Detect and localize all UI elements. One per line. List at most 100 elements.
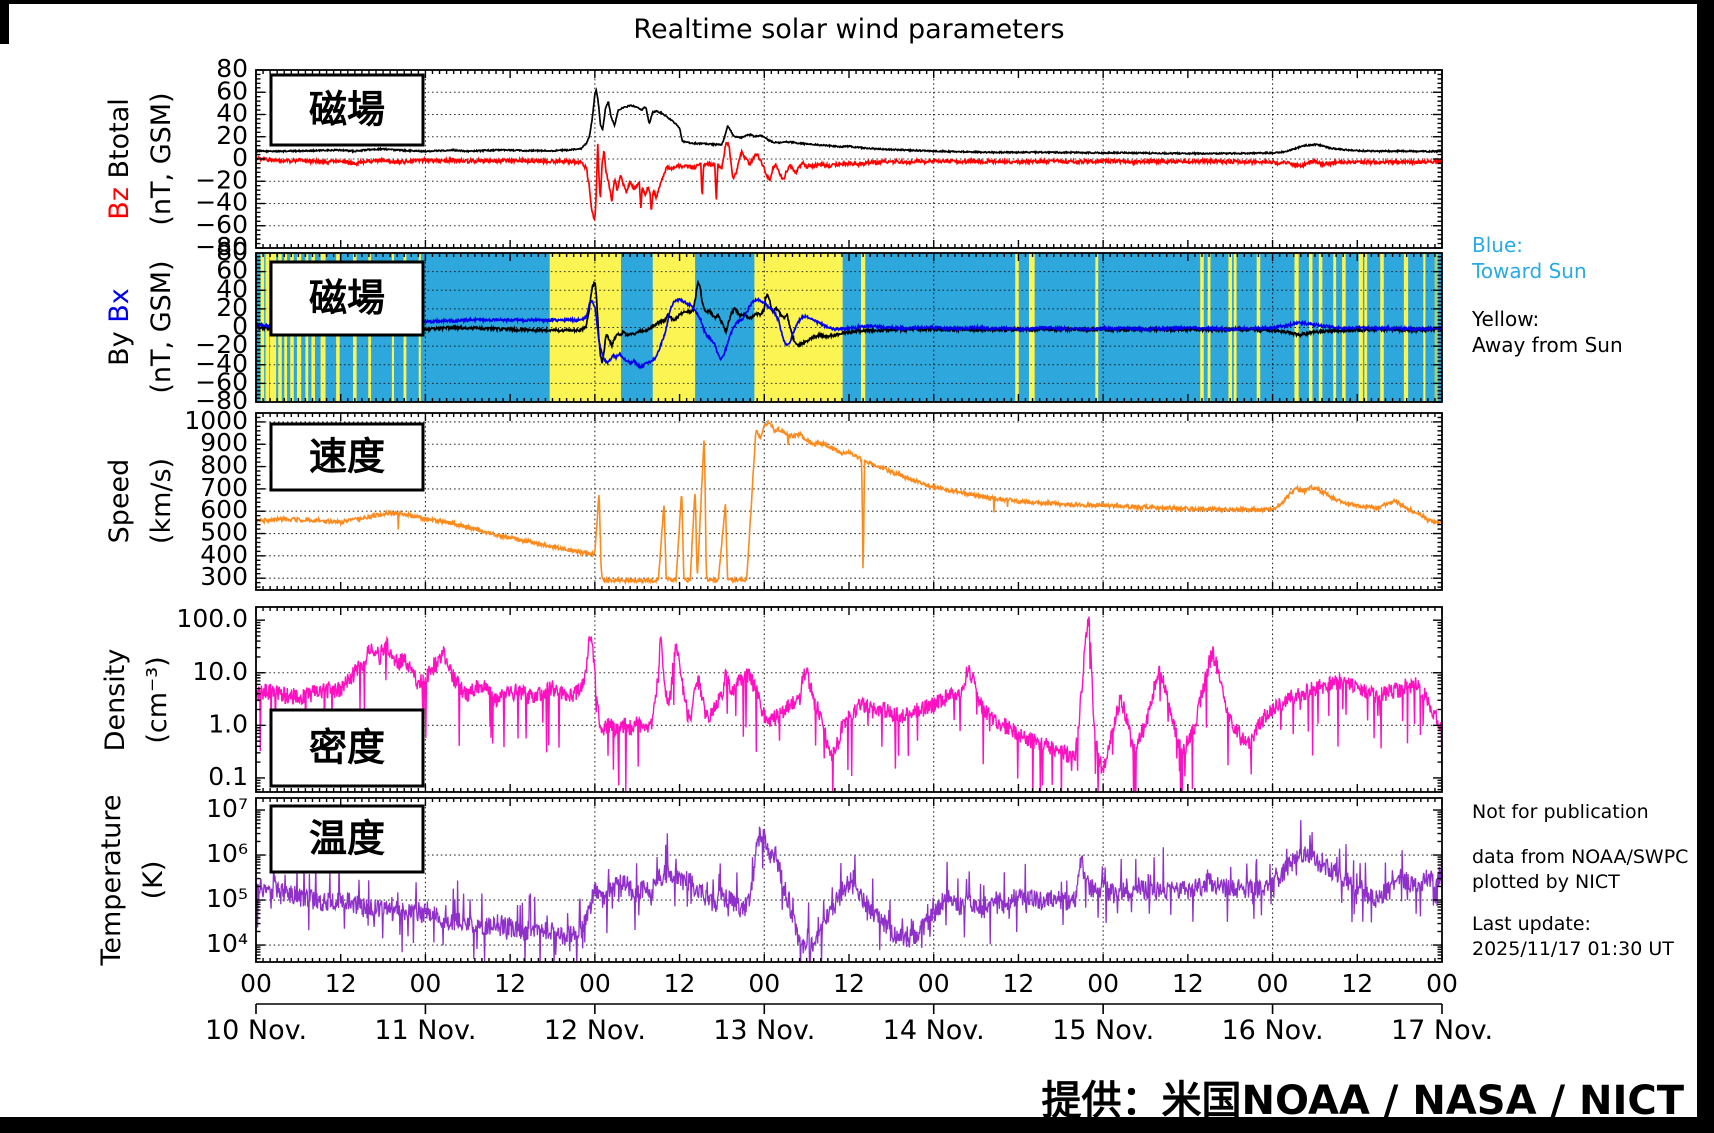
note-source-line2: plotted by NICT bbox=[1472, 871, 1620, 893]
svg-text:12 Nov.: 12 Nov. bbox=[544, 1015, 646, 1046]
svg-text:60: 60 bbox=[216, 256, 248, 285]
svg-text:12: 12 bbox=[833, 969, 865, 998]
axis-label-density: Density bbox=[100, 649, 131, 752]
legend-blue: Blue: Toward Sun bbox=[1472, 232, 1587, 284]
svg-text:400: 400 bbox=[200, 540, 248, 569]
svg-text:16 Nov.: 16 Nov. bbox=[1222, 1015, 1324, 1046]
svg-text:800: 800 bbox=[200, 451, 248, 480]
note-source-line1: data from NOAA/SWPC bbox=[1472, 846, 1689, 868]
svg-text:20: 20 bbox=[216, 293, 248, 322]
legend-blue-text: Toward Sun bbox=[1472, 259, 1587, 283]
svg-text:300: 300 bbox=[200, 562, 248, 591]
series-Temperature bbox=[256, 820, 1442, 962]
axis-unit-density: (cm⁻³) bbox=[142, 656, 173, 743]
legend-yellow: Yellow: Away from Sun bbox=[1472, 306, 1623, 358]
note-not-for-publication: Not for publication bbox=[1472, 801, 1649, 823]
svg-text:100.0: 100.0 bbox=[176, 604, 248, 633]
frame-corner-tab bbox=[0, 0, 9, 44]
svg-text:15 Nov.: 15 Nov. bbox=[1052, 1015, 1154, 1046]
svg-text:−20: −20 bbox=[195, 165, 248, 194]
svg-text:11 Nov.: 11 Nov. bbox=[374, 1015, 476, 1046]
svg-text:−80: −80 bbox=[195, 386, 248, 415]
svg-text:20: 20 bbox=[216, 121, 248, 150]
svg-text:0: 0 bbox=[232, 312, 248, 341]
svg-text:1.0: 1.0 bbox=[208, 709, 248, 738]
frame-top bbox=[0, 0, 1714, 4]
svg-text:10⁴: 10⁴ bbox=[206, 929, 248, 958]
svg-text:12: 12 bbox=[1172, 969, 1204, 998]
panel-temperature: 10⁴ 10⁵ 10⁶ 10⁷ 温度 Temperature (K) bbox=[96, 794, 1443, 967]
axis-unit-magnetic-field-components: (nT, GSM) bbox=[146, 260, 177, 393]
axis-unit-speed: (km/s) bbox=[146, 458, 177, 544]
series-Density bbox=[256, 616, 1442, 792]
svg-text:10⁷: 10⁷ bbox=[206, 794, 248, 823]
chart-title: Realtime solar wind parameters bbox=[633, 14, 1065, 45]
svg-text:00: 00 bbox=[1257, 969, 1289, 998]
credit-text: 提供：米国NOAA / NASA / NICT bbox=[1041, 1078, 1684, 1124]
svg-text:0: 0 bbox=[232, 143, 248, 172]
svg-text:80: 80 bbox=[216, 237, 248, 266]
svg-text:10⁵: 10⁵ bbox=[206, 884, 248, 913]
svg-text:00: 00 bbox=[918, 969, 950, 998]
svg-text:−40: −40 bbox=[195, 188, 248, 217]
axis-label-temperature: Temperature bbox=[96, 794, 127, 966]
svg-text:00: 00 bbox=[1087, 969, 1119, 998]
note-last-update: Last update: 2025/11/17 01:30 UT bbox=[1472, 912, 1674, 962]
note-last-update-label: Last update: bbox=[1472, 913, 1591, 935]
svg-text:−60: −60 bbox=[195, 367, 248, 396]
frame-right bbox=[1697, 0, 1714, 1133]
legend-yellow-text: Away from Sun bbox=[1472, 333, 1623, 357]
series-Speed bbox=[256, 418, 1442, 586]
series-Bx bbox=[256, 297, 1442, 370]
svg-text:10.0: 10.0 bbox=[192, 657, 248, 686]
svg-text:00: 00 bbox=[410, 969, 442, 998]
svg-text:40: 40 bbox=[216, 99, 248, 128]
note-last-update-value: 2025/11/17 01:30 UT bbox=[1472, 938, 1674, 960]
svg-text:14 Nov.: 14 Nov. bbox=[883, 1015, 985, 1046]
svg-text:700: 700 bbox=[200, 473, 248, 502]
panel-box-label: 密度 bbox=[309, 726, 385, 770]
legend-yellow-label: Yellow: bbox=[1472, 307, 1540, 331]
x-axis: 00 12 00 12 00 12 00 12 00 12 00 12 00 12 00 10 Nov. 11 … bbox=[205, 969, 1493, 1046]
panel-box-label: 温度 bbox=[309, 817, 385, 861]
svg-text:12: 12 bbox=[1341, 969, 1373, 998]
svg-text:500: 500 bbox=[200, 518, 248, 547]
svg-text:00: 00 bbox=[748, 969, 780, 998]
series-Btotal bbox=[256, 87, 1442, 157]
svg-text:0.1: 0.1 bbox=[208, 762, 248, 791]
svg-text:60: 60 bbox=[216, 76, 248, 105]
frame-bottom bbox=[0, 1117, 1714, 1133]
svg-text:900: 900 bbox=[200, 428, 248, 457]
svg-text:80: 80 bbox=[216, 54, 248, 83]
svg-text:12: 12 bbox=[664, 969, 696, 998]
panel-density: 0.1 1.0 10.0 100.0 密度 Density (cm⁻³) bbox=[100, 604, 1443, 793]
panel-box-label: 磁場 bbox=[309, 276, 385, 320]
series-Bz bbox=[256, 141, 1442, 222]
svg-text:−80: −80 bbox=[195, 232, 248, 261]
svg-text:12: 12 bbox=[325, 969, 357, 998]
svg-text:10⁶: 10⁶ bbox=[206, 839, 248, 868]
svg-text:−60: −60 bbox=[195, 210, 248, 239]
svg-text:12: 12 bbox=[1003, 969, 1035, 998]
note-data-source: data from NOAA/SWPC plotted by NICT bbox=[1472, 845, 1688, 895]
svg-text:10 Nov.: 10 Nov. bbox=[205, 1015, 307, 1046]
axis-label-speed: Speed bbox=[104, 459, 135, 544]
axis-unit-magnetic-field-total: (nT, GSM) bbox=[146, 92, 177, 225]
axis-label-magnetic-field-components: By Bx bbox=[104, 288, 135, 366]
svg-text:40: 40 bbox=[216, 274, 248, 303]
svg-text:00: 00 bbox=[579, 969, 611, 998]
svg-text:−20: −20 bbox=[195, 330, 248, 359]
panel-box-label: 磁場 bbox=[309, 88, 385, 132]
svg-text:00: 00 bbox=[240, 969, 272, 998]
svg-text:00: 00 bbox=[1426, 969, 1458, 998]
svg-text:17 Nov.: 17 Nov. bbox=[1391, 1015, 1493, 1046]
axis-unit-temperature: (K) bbox=[138, 861, 169, 900]
svg-text:12: 12 bbox=[494, 969, 526, 998]
svg-text:600: 600 bbox=[200, 495, 248, 524]
legend-blue-label: Blue: bbox=[1472, 233, 1523, 257]
